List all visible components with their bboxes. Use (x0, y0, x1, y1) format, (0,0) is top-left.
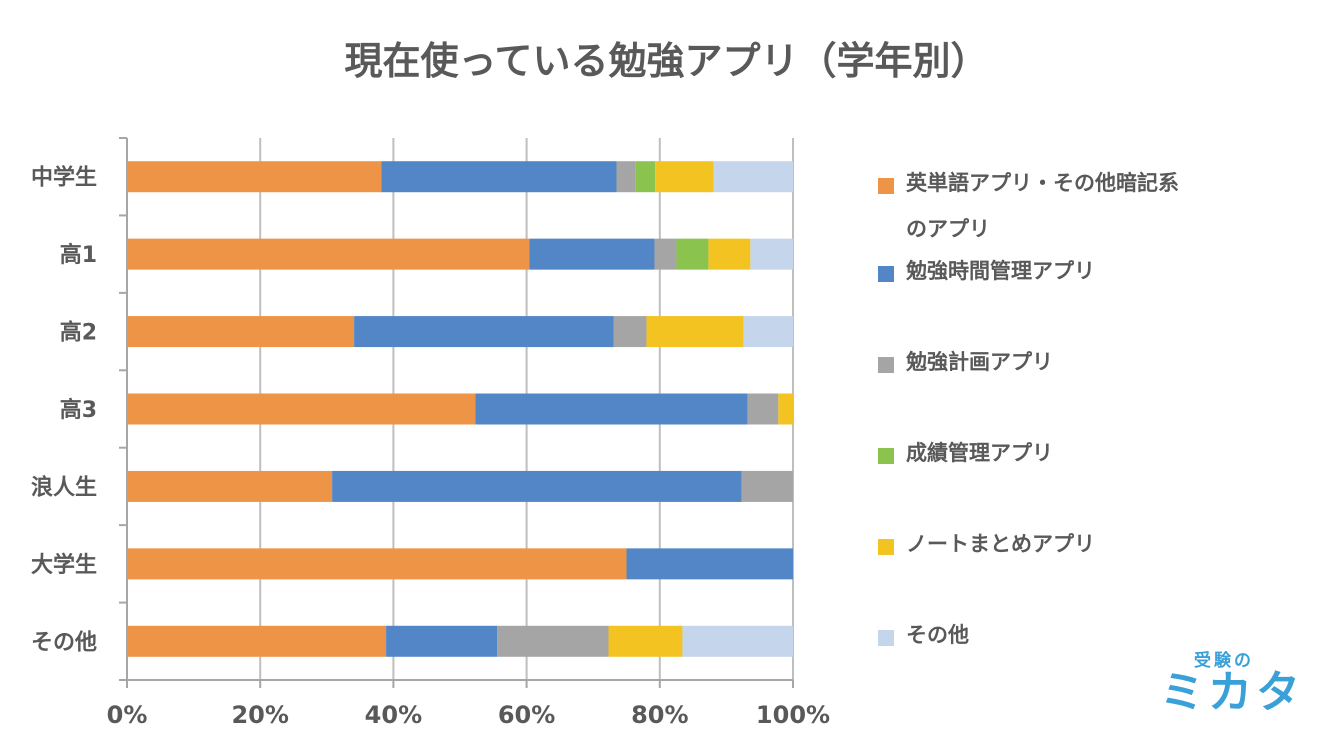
x-tick-label: 60% (498, 701, 555, 729)
brand-logo-large: ミカタ (1160, 667, 1304, 718)
bar-segment[interactable] (616, 161, 636, 193)
y-tick-label: その他 (31, 630, 97, 655)
legend-label: 勉強時間管理アプリ (906, 259, 1095, 283)
legend-swatch (878, 178, 894, 194)
bar-segment[interactable] (608, 625, 683, 657)
bar-segment[interactable] (682, 625, 793, 657)
x-tick-label: 40% (365, 701, 422, 729)
brand-logo-small: 受験の (1194, 651, 1254, 671)
legend-label: その他 (906, 623, 969, 647)
legend-swatch (878, 357, 894, 373)
bar-segment[interactable] (475, 393, 748, 425)
bar-segment[interactable] (654, 238, 677, 270)
x-tick-label: 80% (631, 701, 688, 729)
bar-segment[interactable] (655, 161, 714, 193)
brand-logo: 受験の ミカタ (1158, 640, 1308, 722)
x-tick-label: 20% (231, 701, 288, 729)
bar-segment[interactable] (127, 548, 627, 580)
bar-segment[interactable] (127, 625, 387, 657)
bar-segment[interactable] (127, 316, 355, 348)
legend-label: のアプリ (906, 217, 990, 241)
legend-label: 勉強計画アプリ (906, 350, 1053, 374)
bar-segment[interactable] (386, 625, 498, 657)
legend-swatch (878, 266, 894, 282)
bar-segment[interactable] (127, 470, 333, 502)
y-tick-label: 中学生 (31, 165, 97, 191)
legend-swatch (878, 539, 894, 555)
legend-label: 成績管理アプリ (906, 441, 1053, 465)
bar-segment[interactable] (676, 238, 709, 270)
bar-segment[interactable] (747, 393, 779, 425)
y-tick-label: 浪人生 (31, 474, 97, 500)
axes (119, 137, 794, 688)
bar-segment[interactable] (354, 316, 614, 348)
chart-title: 現在使っている勉強アプリ（学年別） (344, 39, 989, 83)
bar-segment[interactable] (381, 161, 617, 193)
bar-segment[interactable] (529, 238, 655, 270)
x-tick-label: 100% (756, 701, 830, 729)
legend-label: 英単語アプリ・その他暗記系 (906, 171, 1179, 195)
bar-segment[interactable] (332, 470, 742, 502)
bar-segment[interactable] (497, 625, 609, 657)
y-tick-label: 高2 (60, 320, 97, 346)
bar-segment[interactable] (626, 548, 794, 580)
bar-segment[interactable] (750, 238, 793, 270)
bar-segment[interactable] (741, 470, 793, 502)
bar-segment[interactable] (713, 161, 793, 193)
bar-segment[interactable] (127, 393, 476, 425)
bar-segment[interactable] (613, 316, 647, 348)
y-tick-label: 高1 (60, 242, 97, 268)
legend-label: ノートまとめアプリ (906, 532, 1095, 556)
bar-segment[interactable] (646, 316, 744, 348)
bar-segment[interactable] (127, 238, 530, 270)
bar-segment[interactable] (778, 393, 794, 425)
bars (127, 161, 794, 657)
bar-segment[interactable] (743, 316, 793, 348)
legend-swatch (878, 448, 894, 464)
bar-segment[interactable] (708, 238, 751, 270)
bar-segment[interactable] (635, 161, 656, 193)
x-tick-label: 0% (107, 701, 148, 729)
bar-segment[interactable] (127, 161, 382, 193)
y-tick-label: 大学生 (31, 552, 97, 578)
y-tick-label: 高3 (60, 397, 97, 423)
legend-swatch (878, 630, 894, 646)
